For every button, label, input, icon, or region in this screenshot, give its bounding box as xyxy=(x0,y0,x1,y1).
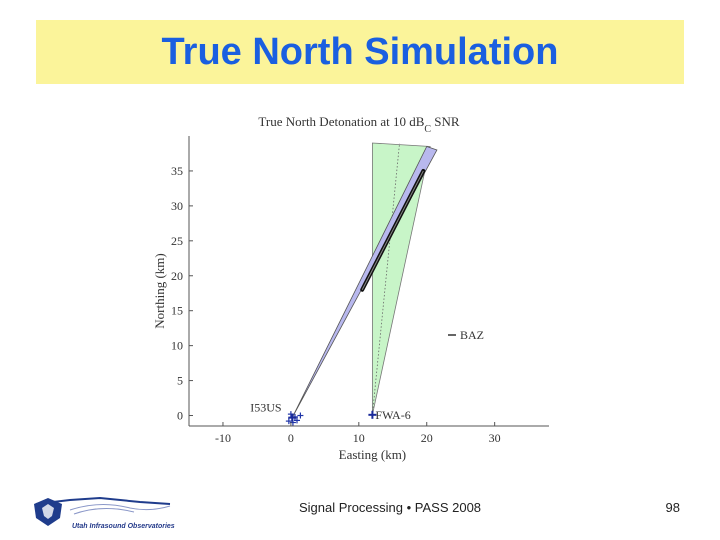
legend-label: BAZ xyxy=(460,328,484,342)
y-tick-label: 35 xyxy=(171,164,183,178)
observatory-logo: Utah Infrasound Observatories xyxy=(34,496,175,530)
station-i53us xyxy=(288,413,297,422)
slide-title: True North Simulation xyxy=(161,30,559,73)
fwa-wedge xyxy=(371,142,431,415)
title-bar: True North Simulation xyxy=(36,20,684,84)
logo-caption: Utah Infrasound Observatories xyxy=(72,523,175,530)
x-tick-label: 10 xyxy=(353,431,365,445)
station-label-i53us: I53US xyxy=(250,401,281,415)
page-number: 98 xyxy=(665,500,680,515)
x-tick-label: 20 xyxy=(421,431,433,445)
footer-text: Signal Processing • PASS 2008 xyxy=(298,500,482,515)
y-axis-label: Northing (km) xyxy=(152,253,167,328)
y-tick-label: 0 xyxy=(177,409,183,423)
station-fwa-6 xyxy=(368,410,377,419)
station-label-fwa-6: FWA-6 xyxy=(375,408,410,422)
fwa-center-line xyxy=(371,142,400,415)
x-tick-label: 30 xyxy=(489,431,501,445)
x-axis-label: Easting (km) xyxy=(339,447,407,462)
axes-layer: -10 0 10 20 30 0 5 10 15 20 25 30 35 True North Deton… xyxy=(152,114,549,462)
x-tick-label: 0 xyxy=(288,431,294,445)
y-tick-label: 15 xyxy=(171,304,183,318)
i53-element-4 xyxy=(294,417,300,424)
plot-layer: I53US FWA-6 xyxy=(250,142,438,426)
chart-title: True North Detonation at 10 dBC SNR xyxy=(258,114,460,135)
y-tick-label: 25 xyxy=(171,234,183,248)
i53-element-6 xyxy=(297,412,304,419)
y-tick-label: 10 xyxy=(171,339,183,353)
x-tick-label: -10 xyxy=(215,431,231,445)
i53-element-3 xyxy=(285,418,292,425)
y-tick-label: 20 xyxy=(171,269,183,283)
y-tick-label: 5 xyxy=(177,374,183,388)
y-tick-label: 30 xyxy=(171,199,183,213)
intersection-core xyxy=(361,170,424,290)
